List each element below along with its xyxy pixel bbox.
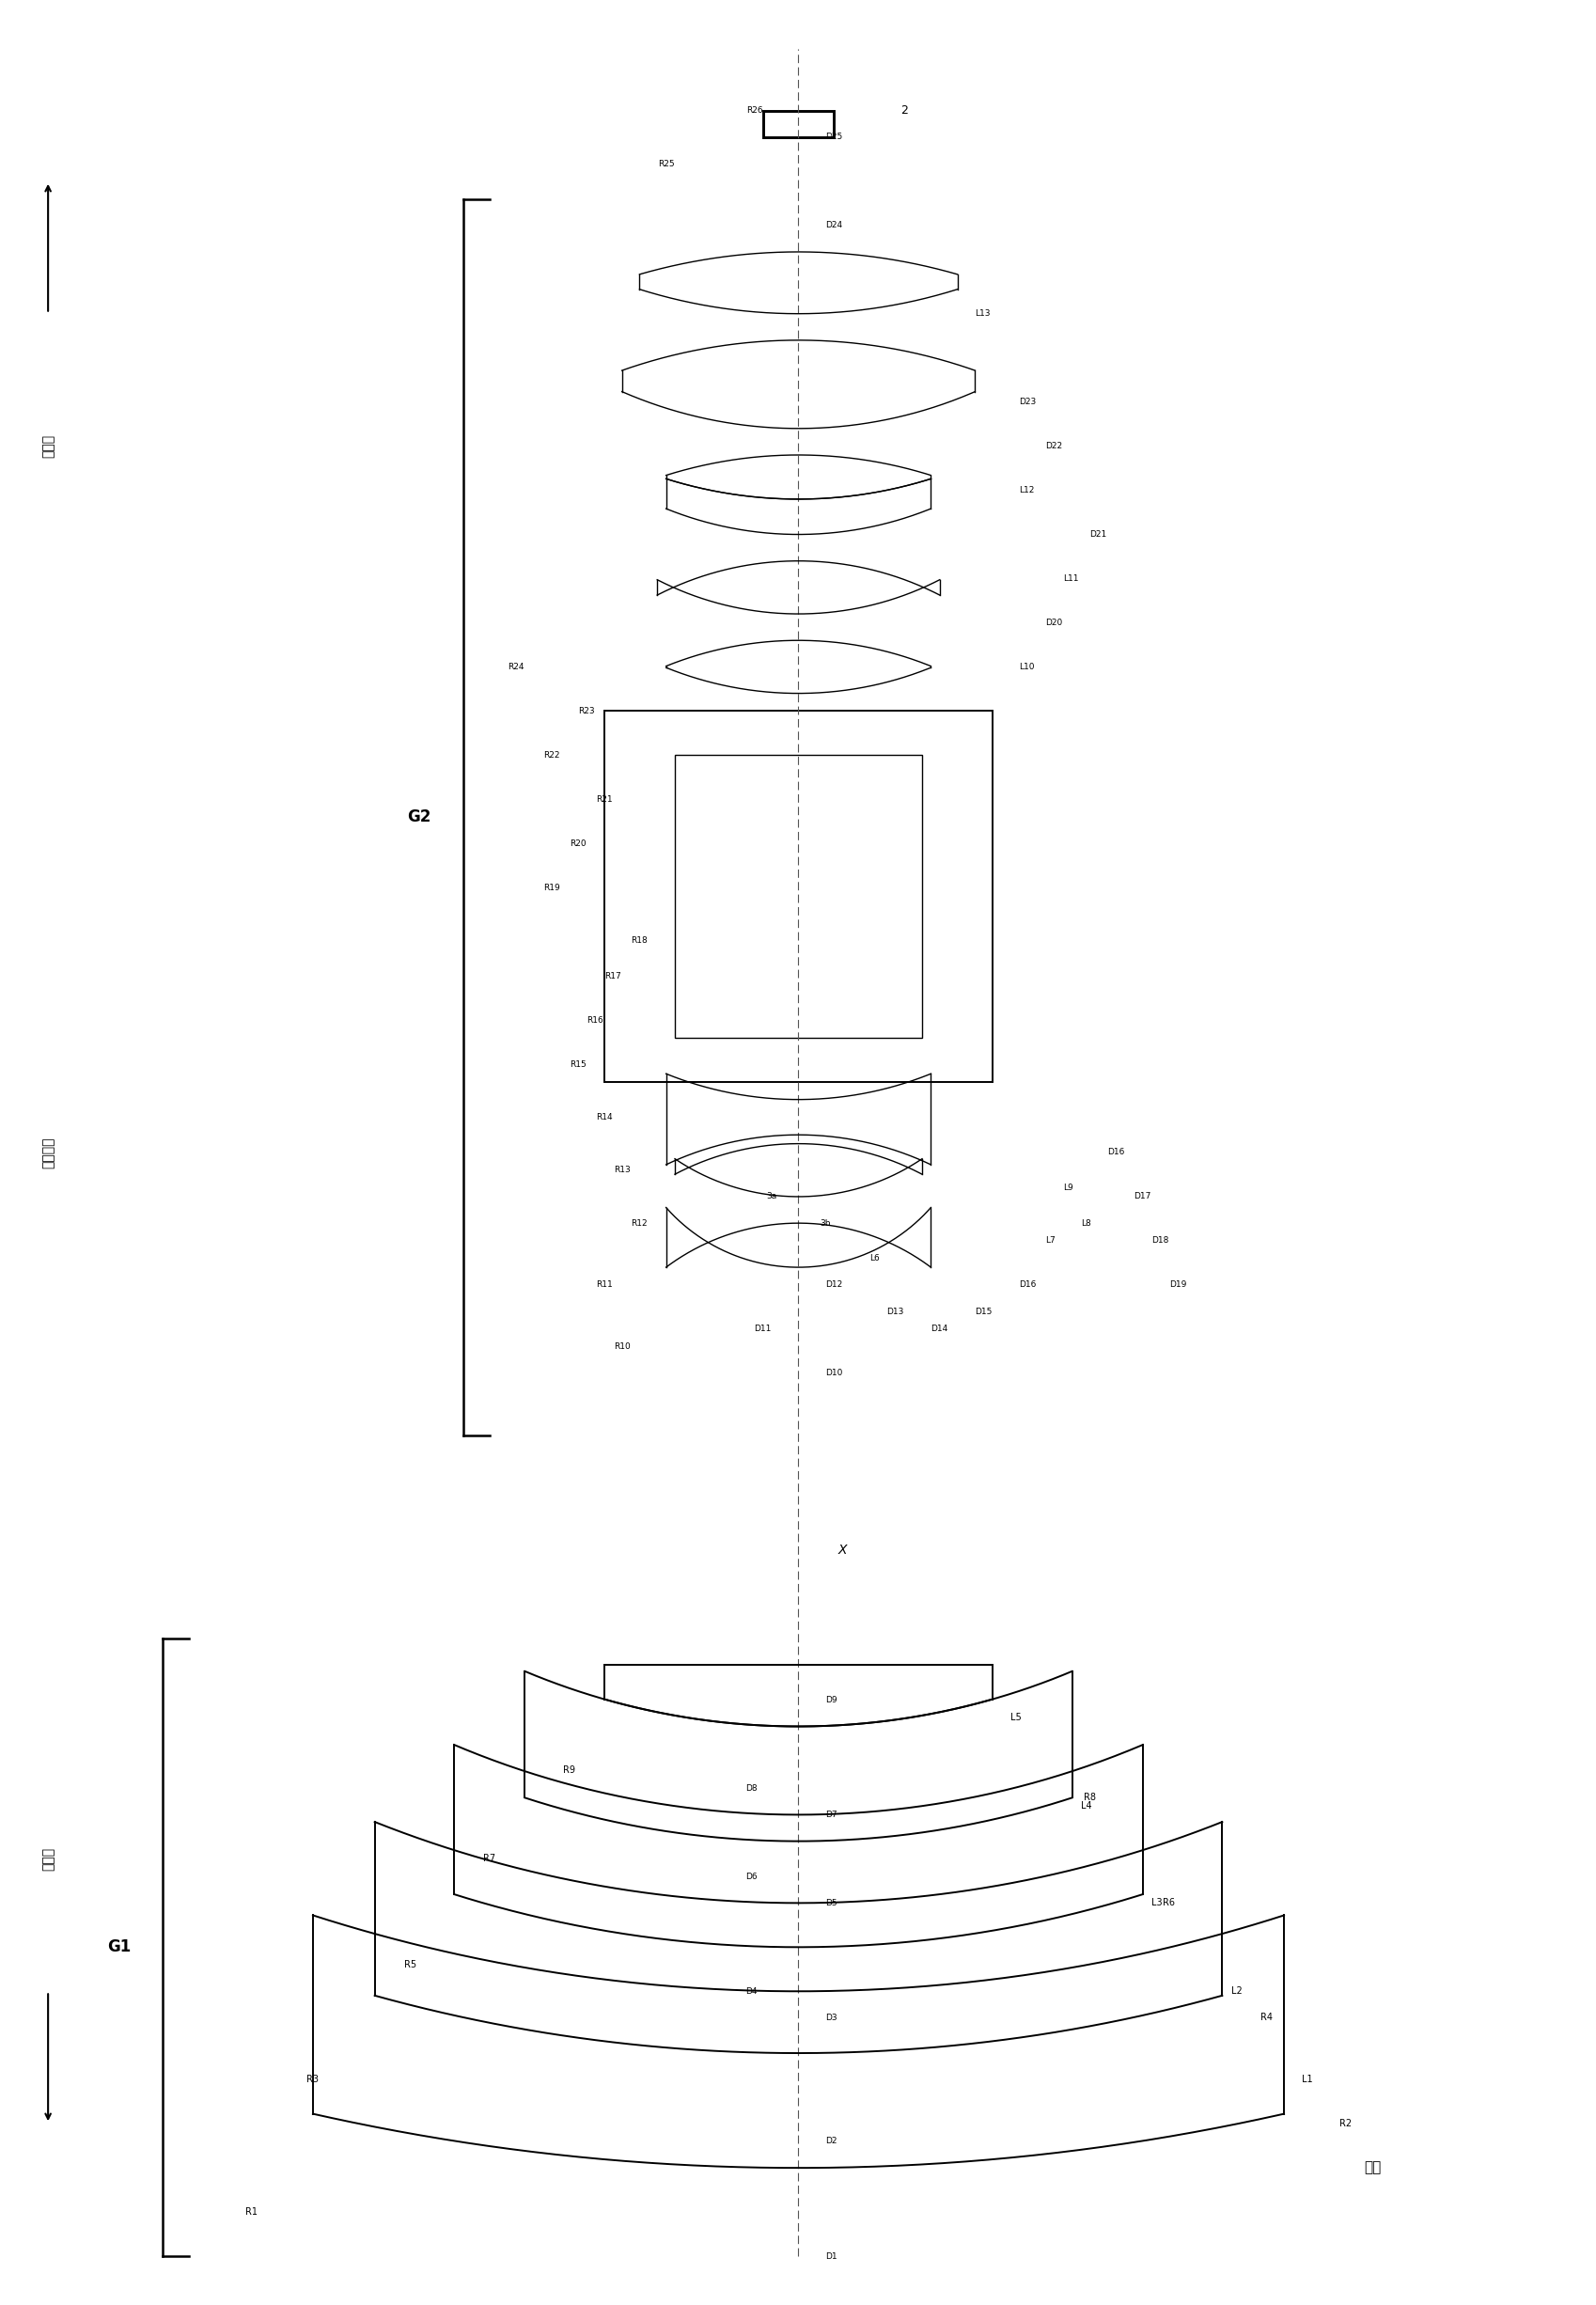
Text: D16: D16 xyxy=(1106,1148,1124,1157)
Text: L6: L6 xyxy=(868,1254,879,1263)
Text: D1: D1 xyxy=(825,2252,836,2261)
Text: D7: D7 xyxy=(825,1809,836,1819)
Text: R16: R16 xyxy=(587,1017,603,1023)
Text: D15: D15 xyxy=(975,1307,991,1316)
Text: R17: R17 xyxy=(605,973,621,980)
Text: R11: R11 xyxy=(595,1282,613,1288)
Text: R21: R21 xyxy=(595,795,613,804)
Text: L8: L8 xyxy=(1080,1219,1090,1226)
Text: X: X xyxy=(838,1544,846,1556)
Text: L10: L10 xyxy=(1018,662,1034,671)
Text: L13: L13 xyxy=(975,309,990,318)
Text: D25: D25 xyxy=(825,134,841,141)
Text: D2: D2 xyxy=(825,2137,836,2146)
Text: R15: R15 xyxy=(570,1060,586,1070)
Text: D21: D21 xyxy=(1088,530,1106,539)
Text: D6: D6 xyxy=(745,1872,757,1881)
Text: R25: R25 xyxy=(658,159,674,168)
Text: 放大侧: 放大侧 xyxy=(41,1846,54,1872)
Text: D23: D23 xyxy=(1018,399,1036,406)
Text: R9: R9 xyxy=(562,1766,575,1775)
Text: R6: R6 xyxy=(1162,1899,1175,1909)
Text: R22: R22 xyxy=(543,751,559,758)
Text: R2: R2 xyxy=(1339,2118,1352,2128)
Text: R8: R8 xyxy=(1084,1793,1095,1803)
Text: R7: R7 xyxy=(484,1853,495,1862)
Text: D14: D14 xyxy=(930,1325,948,1332)
Text: R12: R12 xyxy=(630,1219,648,1226)
Text: G2: G2 xyxy=(407,809,431,825)
Text: D24: D24 xyxy=(825,221,841,230)
Text: R24: R24 xyxy=(508,662,523,671)
Text: L7: L7 xyxy=(1045,1235,1055,1245)
Text: R3: R3 xyxy=(306,2074,319,2084)
Bar xyxy=(675,756,921,1037)
Bar xyxy=(763,111,833,136)
Text: D19: D19 xyxy=(1168,1282,1186,1288)
Text: R20: R20 xyxy=(570,839,586,848)
Text: D22: D22 xyxy=(1045,443,1061,449)
Text: L4: L4 xyxy=(1080,1800,1092,1812)
Bar xyxy=(603,710,993,1081)
Text: D13: D13 xyxy=(886,1307,903,1316)
Text: G1: G1 xyxy=(107,1939,131,1955)
Text: 3a: 3a xyxy=(766,1192,777,1201)
Text: D3: D3 xyxy=(825,2015,836,2021)
Text: D9: D9 xyxy=(825,1696,836,1703)
Text: R26: R26 xyxy=(745,106,763,115)
Text: L2: L2 xyxy=(1231,1987,1242,1996)
Text: L5: L5 xyxy=(1010,1713,1021,1722)
Text: L11: L11 xyxy=(1063,574,1079,583)
Text: D17: D17 xyxy=(1133,1192,1151,1201)
Text: D4: D4 xyxy=(745,1987,757,1996)
Text: D12: D12 xyxy=(825,1282,841,1288)
Text: L3: L3 xyxy=(1151,1899,1162,1909)
Text: D8: D8 xyxy=(745,1784,757,1793)
Text: L1: L1 xyxy=(1301,2074,1312,2084)
Text: R14: R14 xyxy=(595,1113,613,1123)
Text: 实施例１: 实施例１ xyxy=(41,1136,54,1169)
Text: D20: D20 xyxy=(1045,618,1063,627)
Text: D18: D18 xyxy=(1151,1235,1168,1245)
Text: D5: D5 xyxy=(825,1899,836,1906)
Text: 2: 2 xyxy=(900,104,908,118)
Text: R13: R13 xyxy=(613,1166,630,1173)
Text: R19: R19 xyxy=(543,883,559,892)
Text: 3b: 3b xyxy=(819,1219,830,1226)
Text: L12: L12 xyxy=(1018,486,1034,496)
Text: D10: D10 xyxy=(825,1369,841,1378)
Text: 缩小侧: 缩小侧 xyxy=(41,433,54,459)
Text: R1: R1 xyxy=(244,2208,257,2217)
Text: D16: D16 xyxy=(1018,1282,1036,1288)
Text: R18: R18 xyxy=(630,936,648,945)
Text: R10: R10 xyxy=(613,1342,630,1351)
Text: L9: L9 xyxy=(1063,1182,1073,1192)
Text: 图１: 图１ xyxy=(1363,2160,1381,2176)
Text: R5: R5 xyxy=(404,1959,417,1968)
Text: D11: D11 xyxy=(753,1325,771,1332)
Text: R23: R23 xyxy=(578,708,595,715)
Text: R4: R4 xyxy=(1259,2012,1272,2021)
